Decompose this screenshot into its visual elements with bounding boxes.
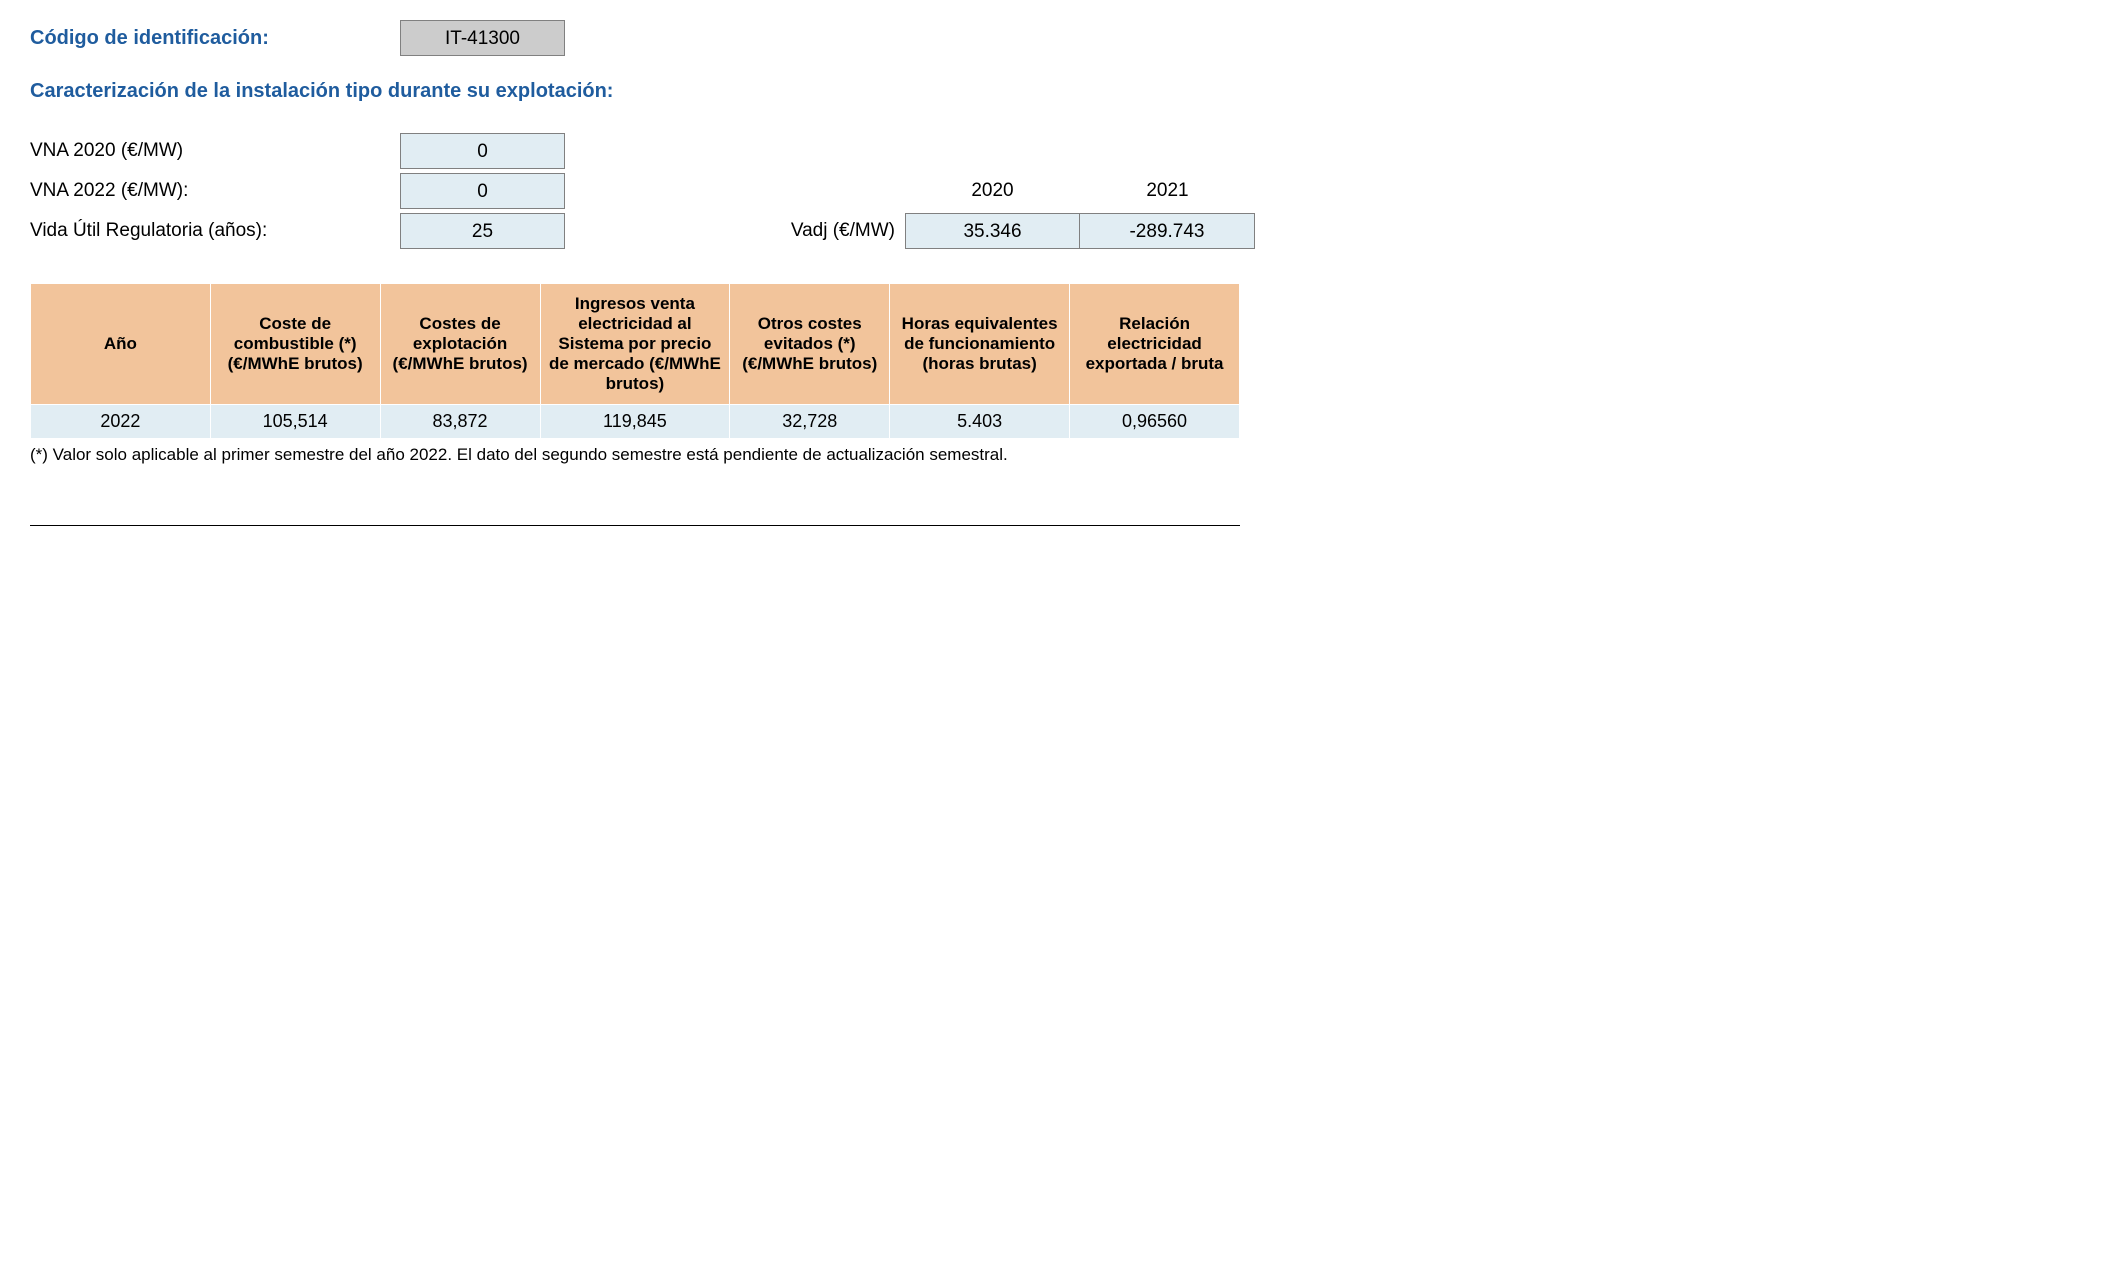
cell-ingresos: 119,845	[540, 405, 730, 439]
vna2022-value: 0	[400, 173, 565, 209]
th-ingresos: Ingresos venta electricidad al Sistema p…	[540, 284, 730, 405]
id-value-box: IT-41300	[400, 20, 565, 56]
th-otros-costes: Otros costes evitados (*) (€/MWhE brutos…	[730, 284, 890, 405]
th-coste-combustible: Coste de combustible (*) (€/MWhE brutos)	[210, 284, 380, 405]
cell-coste-combustible: 105,514	[210, 405, 380, 439]
header-row: Código de identificación: IT-41300	[30, 20, 2096, 56]
th-relacion: Relación electricidad exportada / bruta	[1070, 284, 1240, 405]
table-header-row: Año Coste de combustible (*) (€/MWhE bru…	[31, 284, 1240, 405]
cell-relacion: 0,96560	[1070, 405, 1240, 439]
year-2020-header: 2020	[905, 180, 1080, 202]
year-2021-header: 2021	[1080, 180, 1255, 202]
params-grid: VNA 2020 (€/MW) 0 VNA 2022 (€/MW): 0 202…	[30, 133, 2096, 249]
vida-label: Vida Útil Regulatoria (años):	[30, 220, 400, 242]
vna2020-value: 0	[400, 133, 565, 169]
separator	[30, 525, 1240, 526]
data-table: Año Coste de combustible (*) (€/MWhE bru…	[30, 283, 1240, 439]
id-label: Código de identificación:	[30, 27, 400, 50]
cell-costes-explotacion: 83,872	[380, 405, 540, 439]
vida-value: 25	[400, 213, 565, 249]
section-title: Caracterización de la instalación tipo d…	[30, 80, 2096, 103]
footnote: (*) Valor solo aplicable al primer semes…	[30, 445, 2096, 465]
table-head: Año Coste de combustible (*) (€/MWhE bru…	[31, 284, 1240, 405]
vadj-label: Vadj (€/MW)	[785, 220, 905, 242]
table-row: 2022 105,514 83,872 119,845 32,728 5.403…	[31, 405, 1240, 439]
vadj-2020-value: 35.346	[905, 213, 1080, 249]
vna2022-label: VNA 2022 (€/MW):	[30, 180, 400, 202]
cell-ano: 2022	[31, 405, 211, 439]
table-body: 2022 105,514 83,872 119,845 32,728 5.403…	[31, 405, 1240, 439]
th-ano: Año	[31, 284, 211, 405]
vadj-2021-value: -289.743	[1079, 213, 1255, 249]
vna2020-label: VNA 2020 (€/MW)	[30, 140, 400, 162]
cell-otros-costes: 32,728	[730, 405, 890, 439]
th-horas: Horas equivalentes de funcionamiento (ho…	[890, 284, 1070, 405]
cell-horas: 5.403	[890, 405, 1070, 439]
th-costes-explotacion: Costes de explotación (€/MWhE brutos)	[380, 284, 540, 405]
